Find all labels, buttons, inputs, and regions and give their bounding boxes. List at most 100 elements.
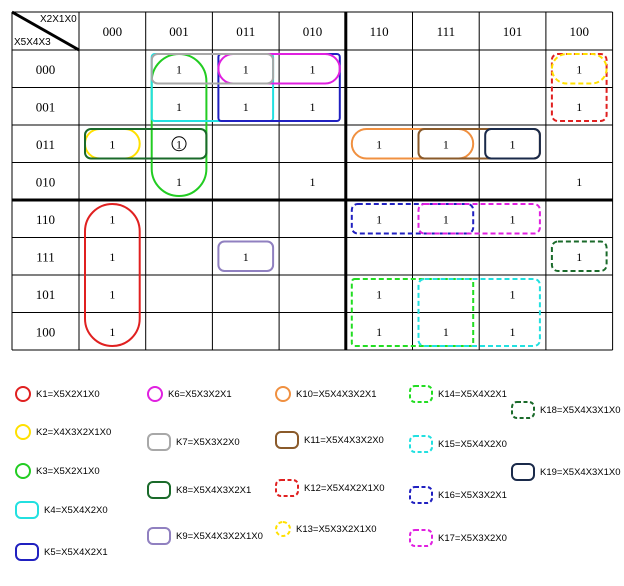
cell-circle-mark	[171, 136, 187, 152]
row-header-100: 100	[36, 324, 56, 339]
group-k10	[350, 128, 475, 160]
cell-value: 1	[109, 325, 115, 339]
legend-item-k18: K18=X5X4X3X1X0	[510, 400, 621, 420]
legend-swatch	[409, 486, 433, 504]
legend-swatch	[275, 479, 299, 497]
cell-value: 1	[376, 212, 382, 226]
cell-value: 1	[443, 137, 449, 151]
cell-value: 1	[109, 287, 115, 301]
map-cells: 1 1 1 1 1 1 1 1 1 1 1 1 1 1 1 1 1 1 1 1 1 1 1 1 1 1 1 1 1 1	[109, 62, 582, 339]
legend-swatch	[409, 385, 433, 403]
column-header-100: 100	[570, 24, 590, 39]
group-k13	[550, 53, 608, 85]
legend-label: K14=X5X4X2X1	[438, 388, 507, 400]
legend-label: K18=X5X4X3X1X0	[540, 404, 621, 416]
group-k1	[84, 203, 141, 347]
cell-value: 1	[176, 175, 182, 189]
legend-swatch	[511, 401, 535, 419]
legend-label: K5=X5X4X2X1	[44, 546, 108, 558]
legend-label: K2=X4X3X2X1X0	[36, 426, 112, 438]
legend-item-k15: K15=X5X4X2X0	[408, 434, 507, 454]
group-k18	[550, 240, 608, 272]
legend-label: K16=X5X3X2X1	[438, 489, 507, 501]
cell-value: 1	[376, 287, 382, 301]
legend-label: K19=X5X4X3X1X0	[540, 466, 621, 478]
row-header-010: 010	[36, 174, 56, 189]
group-k19	[484, 128, 541, 160]
cell-value: 1	[376, 325, 382, 339]
cell-value: 1	[243, 62, 249, 76]
legend-item-k3: K3=X5X2X1X0	[14, 462, 100, 480]
column-header-000: 000	[103, 24, 123, 39]
legend-swatch	[147, 527, 171, 545]
legend-swatch	[147, 433, 171, 451]
column-header-011: 011	[236, 24, 255, 39]
group-k12	[550, 53, 608, 122]
cell-value: 1	[309, 100, 315, 114]
legend-item-k10: K10=X5X4X3X2X1	[274, 385, 377, 403]
legend-label: K3=X5X2X1X0	[36, 465, 100, 477]
legend-item-k14: K14=X5X4X2X1	[408, 384, 507, 404]
cell-value: 1	[443, 212, 449, 226]
prime-implicant-groups	[84, 53, 608, 347]
cell-value: 1	[243, 100, 249, 114]
legend-item-k2: K2=X4X3X2X1X0	[14, 423, 111, 441]
row-header-111: 111	[36, 249, 55, 264]
row-header-101: 101	[36, 287, 56, 302]
legend-label: K10=X5X4X3X2X1	[296, 388, 377, 400]
legend-item-k8: K8=X5X4X3X2X1	[146, 480, 251, 500]
cell-value: 1	[243, 250, 249, 264]
cell-value: 1	[309, 175, 315, 189]
group-k15	[417, 278, 541, 347]
group-k17	[417, 203, 541, 235]
legend-swatch	[511, 463, 535, 481]
cell-value: 1	[376, 137, 382, 151]
column-header-110: 110	[370, 24, 389, 39]
legend-item-k13: K13=X5X3X2X1X0	[274, 520, 377, 538]
cell-value: 1	[109, 137, 115, 151]
cell-value: 1	[176, 137, 182, 151]
row-headers: 000 001 011 010 110 111 101 100	[36, 62, 56, 340]
legend-swatch	[15, 463, 31, 479]
map-grid	[11, 11, 614, 351]
corner-header-cell: X2X1X0 X5X4X3	[11, 10, 80, 52]
row-header-000: 000	[36, 62, 56, 77]
group-k9	[217, 240, 275, 272]
legend-label: K8=X5X4X3X2X1	[176, 484, 252, 496]
legend-item-k12: K12=X5X4X2X1X0	[274, 478, 385, 498]
legend-item-k4: K4=X5X4X2X0	[14, 500, 108, 520]
cell-value: 1	[510, 212, 516, 226]
cell-value: 1	[176, 100, 182, 114]
row-header-110: 110	[36, 212, 55, 227]
row-header-011: 011	[36, 137, 55, 152]
legend-swatch	[15, 543, 39, 561]
group-k16	[350, 203, 475, 235]
legend-label: K15=X5X4X2X0	[438, 438, 507, 450]
cell-value: 1	[576, 250, 582, 264]
legend-swatch	[15, 386, 31, 402]
column-header-010: 010	[303, 24, 323, 39]
legend-label: K6=X5X3X2X1	[168, 388, 232, 400]
group-k8	[84, 128, 208, 160]
cell-value: 1	[443, 325, 449, 339]
legend-label: K9=X5X4X3X2X1X0	[176, 530, 263, 542]
karnaugh-map: X2X1X0 X5X4X3 000 001 011 010 110 111 101 100 0…	[11, 10, 614, 351]
group-k7	[150, 53, 275, 85]
legend-item-k17: K17=X5X3X2X0	[408, 528, 507, 548]
column-header-111: 111	[437, 24, 456, 39]
cell-value: 1	[309, 62, 315, 76]
legend-swatch	[275, 386, 291, 402]
cell-value: 1	[576, 175, 582, 189]
legend-item-k1: K1=X5X2X1X0	[14, 385, 100, 403]
legend-item-k7: K7=X5X3X2X0	[146, 432, 240, 452]
legend-swatch	[275, 521, 291, 537]
group-k14	[350, 278, 475, 347]
legend-label: K13=X5X3X2X1X0	[296, 523, 377, 535]
group-k6	[217, 53, 341, 85]
legend-item-k9: K9=X5X4X3X2X1X0	[146, 526, 263, 546]
legend-label: K7=X5X3X2X0	[176, 436, 240, 448]
column-header-101: 101	[503, 24, 523, 39]
legend-swatch	[15, 501, 39, 519]
legend-label: K12=X5X4X2X1X0	[304, 482, 385, 494]
column-variables-label: X2X1X0	[40, 14, 77, 25]
